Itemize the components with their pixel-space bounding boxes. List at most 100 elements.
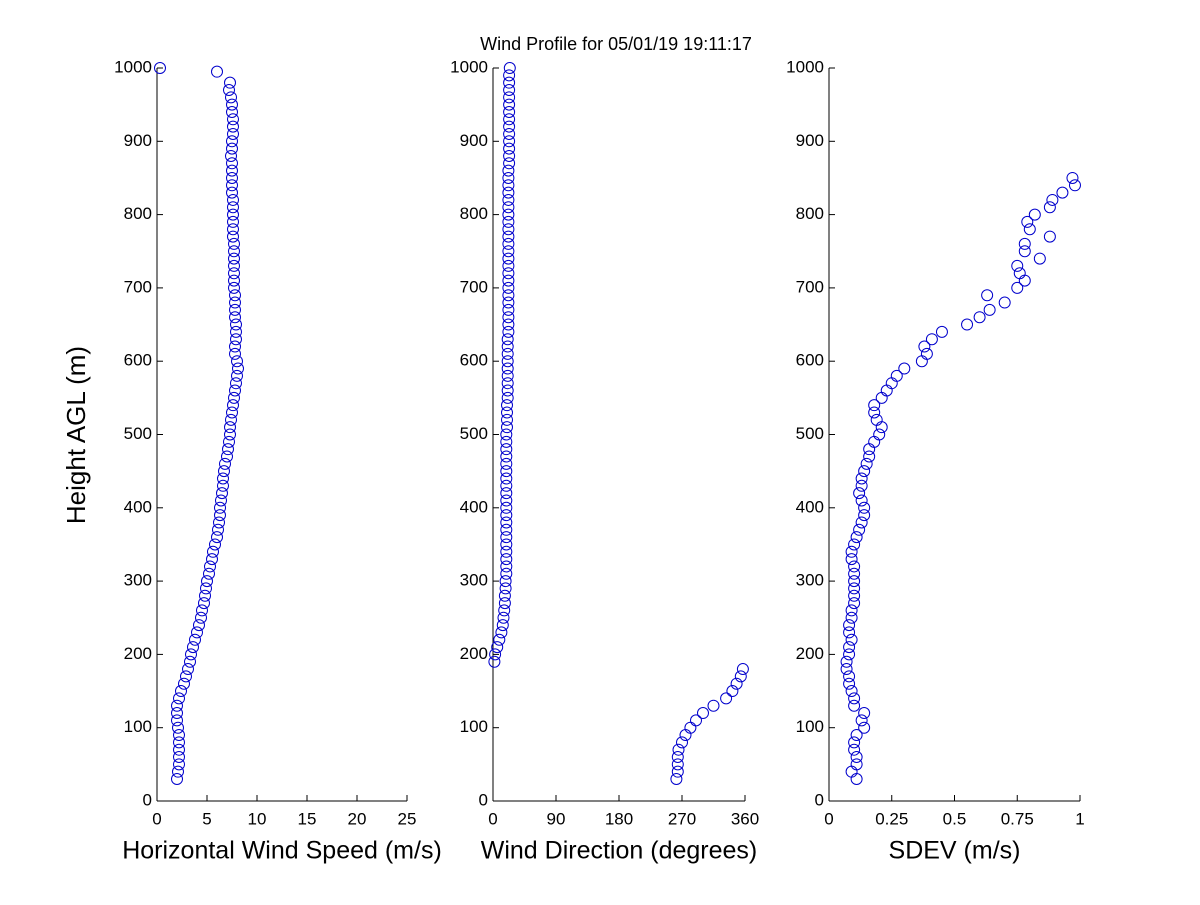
- data-point: [500, 487, 513, 500]
- y-tick-label: 1000: [786, 57, 824, 76]
- y-tick-label: 400: [796, 497, 824, 516]
- data-point: [500, 435, 513, 448]
- data-point: [502, 230, 515, 243]
- data-point: [697, 707, 709, 720]
- data-point: [500, 531, 513, 544]
- data-point: [185, 648, 197, 661]
- data-point: [843, 648, 856, 661]
- data-point: [228, 237, 240, 250]
- y-tick-label: 900: [796, 131, 824, 150]
- data-point: [843, 677, 856, 690]
- data-point: [499, 582, 512, 595]
- data-point: [227, 223, 239, 236]
- data-point: [502, 259, 515, 272]
- data-point: [1056, 186, 1069, 199]
- y-tick-label: 700: [124, 277, 152, 296]
- data-point: [500, 545, 513, 558]
- data-point: [225, 149, 237, 162]
- data-point: [201, 575, 213, 588]
- x-axis-label: Horizontal Wind Speed (m/s): [122, 837, 442, 865]
- y-tick-label: 500: [460, 424, 488, 443]
- data-point: [502, 252, 515, 265]
- x-axis-label: SDEV (m/s): [889, 837, 1021, 865]
- y-tick-label: 0: [815, 790, 824, 809]
- data-point: [187, 641, 199, 654]
- x-tick-label: 20: [348, 809, 367, 828]
- data-point: [222, 443, 234, 456]
- data-point: [858, 707, 871, 720]
- y-tick-label: 600: [460, 351, 488, 370]
- data-point: [503, 113, 516, 126]
- data-point: [880, 384, 893, 397]
- data-point: [214, 501, 226, 514]
- data-point: [672, 743, 685, 756]
- data-point: [226, 142, 238, 155]
- data-point: [207, 545, 219, 558]
- data-point: [848, 567, 861, 580]
- data-point: [173, 758, 185, 771]
- data-point: [983, 303, 996, 316]
- y-tick-label: 900: [460, 131, 488, 150]
- data-point: [502, 179, 515, 192]
- data-point: [915, 355, 928, 368]
- data-point: [843, 670, 856, 683]
- data-point: [1013, 267, 1026, 280]
- data-point: [860, 457, 873, 470]
- data-point: [501, 369, 514, 382]
- x-tick-label: 90: [547, 809, 566, 828]
- data-point: [855, 516, 868, 529]
- data-point: [848, 589, 861, 602]
- data-point: [503, 69, 516, 82]
- y-tick-label: 100: [124, 717, 152, 736]
- y-tick-label: 800: [124, 204, 152, 223]
- data-point: [503, 149, 516, 162]
- data-point: [227, 201, 239, 214]
- data-point: [496, 619, 509, 632]
- data-point: [1043, 230, 1056, 243]
- data-point: [200, 582, 212, 595]
- data-point: [209, 538, 221, 551]
- data-point: [853, 487, 866, 500]
- data-point: [226, 171, 238, 184]
- data-point: [218, 465, 230, 478]
- data-point: [501, 333, 514, 346]
- data-point: [848, 538, 861, 551]
- data-point: [223, 435, 235, 448]
- data-point: [920, 347, 933, 360]
- data-point: [845, 604, 858, 617]
- data-point: [184, 655, 196, 668]
- data-point: [885, 377, 898, 390]
- data-point: [228, 281, 240, 294]
- data-point: [848, 699, 861, 712]
- data-point: [873, 428, 886, 441]
- data-point: [229, 303, 241, 316]
- chart-title: Wind Profile for 05/01/19 19:11:17: [480, 34, 752, 54]
- data-point: [175, 685, 187, 698]
- y-tick-label: 300: [460, 571, 488, 590]
- data-point: [173, 692, 185, 705]
- data-point: [736, 663, 749, 676]
- data-point: [848, 692, 861, 705]
- data-point: [502, 311, 515, 324]
- x-tick-label: 5: [202, 809, 211, 828]
- data-point: [840, 655, 853, 668]
- data-point: [227, 193, 239, 206]
- y-tick-label: 300: [124, 571, 152, 590]
- data-point: [501, 413, 513, 426]
- y-tick-label: 0: [143, 790, 152, 809]
- data-point: [224, 76, 236, 89]
- data-point: [502, 186, 515, 199]
- x-tick-label: 180: [605, 809, 633, 828]
- data-point: [1043, 201, 1056, 214]
- data-point: [1066, 171, 1079, 184]
- data-point: [918, 340, 931, 353]
- data-point: [720, 692, 733, 705]
- data-point: [497, 611, 510, 624]
- data-point: [845, 633, 858, 646]
- x-axis-label: Wind Direction (degrees): [481, 837, 758, 865]
- data-point: [495, 626, 508, 639]
- data-point: [173, 751, 185, 764]
- data-point: [171, 707, 183, 720]
- data-point: [502, 164, 515, 177]
- data-point: [211, 531, 223, 544]
